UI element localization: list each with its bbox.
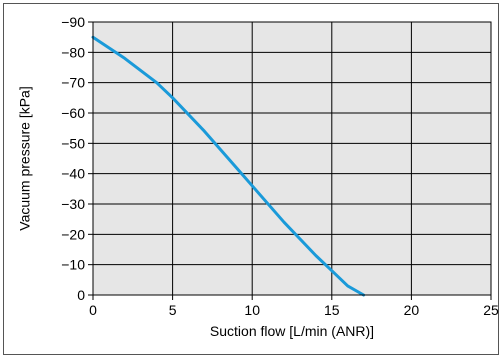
y-tick-label: −70 [61, 75, 85, 91]
plot-border [92, 21, 492, 296]
y-tick-label: −10 [61, 257, 85, 273]
y-tick-label: −90 [61, 14, 85, 30]
y-tick-label: 0 [77, 287, 85, 303]
x-tick-label: 25 [483, 302, 499, 318]
y-tick-label: −60 [61, 105, 85, 121]
x-axis-label: Suction flow [L/min (ANR)] [210, 323, 374, 339]
y-tick-label: −80 [61, 44, 85, 60]
y-tick-label: −40 [61, 166, 85, 182]
y-axis-ticks: 0 −10 −20 −30 −40 −50 −60 −70 −80 −90 [61, 14, 93, 303]
x-tick-label: 20 [404, 302, 420, 318]
x-tick-label: 5 [169, 302, 177, 318]
plot-area [93, 22, 491, 295]
x-axis-ticks: 0 5 10 15 20 25 [89, 295, 499, 318]
x-tick-label: 10 [244, 302, 260, 318]
x-tick-label: 15 [324, 302, 340, 318]
y-tick-label: −20 [61, 226, 85, 242]
y-tick-label: −50 [61, 135, 85, 151]
series-group [91, 35, 366, 297]
y-axis-label: Vacuum pressure [kPa] [17, 86, 33, 230]
chart-border [3, 3, 499, 355]
y-tick-label: −30 [61, 196, 85, 212]
x-tick-label: 0 [89, 302, 97, 318]
series-line [91, 35, 366, 297]
